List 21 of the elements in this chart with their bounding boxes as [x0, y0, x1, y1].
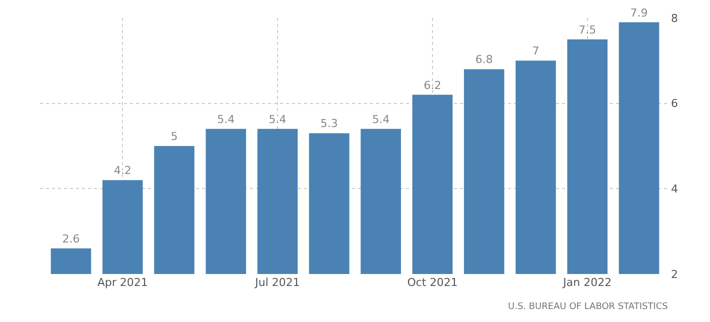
data-label: 5.4: [372, 112, 390, 126]
y-tick-label: 8: [671, 12, 678, 25]
text: U.S. BUREAU OF LABOR STATISTICS: [508, 302, 668, 312]
data-label: 5: [170, 130, 178, 143]
x-tick-label: Jul 2021: [254, 276, 300, 289]
data-label: 7.9: [630, 6, 648, 20]
x-tick-label: Jan 2022: [562, 276, 612, 289]
data-label: 2.6: [62, 232, 80, 246]
y-tick-label: 6: [671, 97, 678, 110]
x-tick-label: Apr 2021: [97, 276, 148, 289]
x-tick-label: Oct 2021: [407, 276, 458, 289]
data-label: 6.8: [475, 53, 493, 66]
data-label: 7.5: [578, 23, 596, 36]
y-tick-label: 2: [671, 268, 678, 281]
data-label: 7: [532, 44, 540, 58]
data-label: 6.2: [424, 78, 442, 92]
data-label: 5.4: [217, 112, 235, 126]
data-label: 4.2: [114, 164, 132, 178]
y-tick-label: 4: [671, 182, 678, 196]
data-label: 5.4: [268, 112, 286, 126]
data-label: 5.3: [320, 117, 338, 130]
